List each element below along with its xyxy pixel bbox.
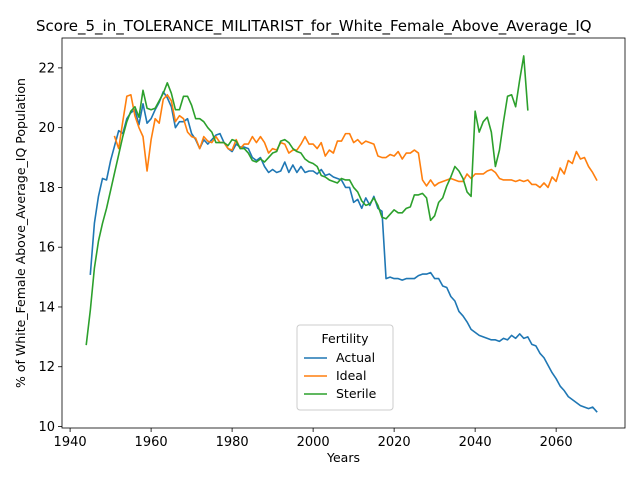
y-tick-label: 18 <box>38 181 55 196</box>
x-tick-label: 2040 <box>459 435 492 450</box>
x-tick-label: 2020 <box>378 435 411 450</box>
y-tick-label: 22 <box>38 61 55 76</box>
y-tick-label: 16 <box>38 241 55 256</box>
legend-entries: Actual Ideal Sterile <box>304 350 377 401</box>
x-tick-label: 1960 <box>135 435 168 450</box>
legend-box <box>296 324 394 411</box>
y-axis-label: % of White_Female Above_Average_IQ Popul… <box>13 78 28 388</box>
legend-title: Fertility <box>322 331 370 346</box>
legend-label-sterile: Sterile <box>336 386 377 401</box>
y-tick-label: 20 <box>38 121 55 136</box>
x-axis-label: Years <box>326 450 360 465</box>
y-tick-label: 12 <box>38 360 55 375</box>
x-tick-label: 1940 <box>54 435 87 450</box>
y-tick-label: 14 <box>38 300 55 315</box>
x-tick-label: 2000 <box>297 435 330 450</box>
plot-frame <box>61 37 626 429</box>
chart-title: Score_5_in_TOLERANCE_MILITARIST_for_Whit… <box>36 17 592 36</box>
x-tick-label: 2060 <box>540 435 573 450</box>
legend-label-ideal: Ideal <box>336 368 366 383</box>
series-line-actual <box>89 90 598 413</box>
series-line-ideal <box>113 93 598 189</box>
legend: Fertility Actual Ideal Sterile <box>296 324 394 411</box>
legend-label-actual: Actual <box>336 350 375 365</box>
series-line-sterile <box>85 55 529 346</box>
x-tick-label: 1980 <box>216 435 249 450</box>
series-group <box>85 55 598 413</box>
y-axis: 10 12 14 16 18 20 22 <box>38 61 62 435</box>
x-axis: 1940 1960 1980 2000 2020 2040 2060 <box>54 428 573 450</box>
y-tick-label: 10 <box>38 420 55 435</box>
